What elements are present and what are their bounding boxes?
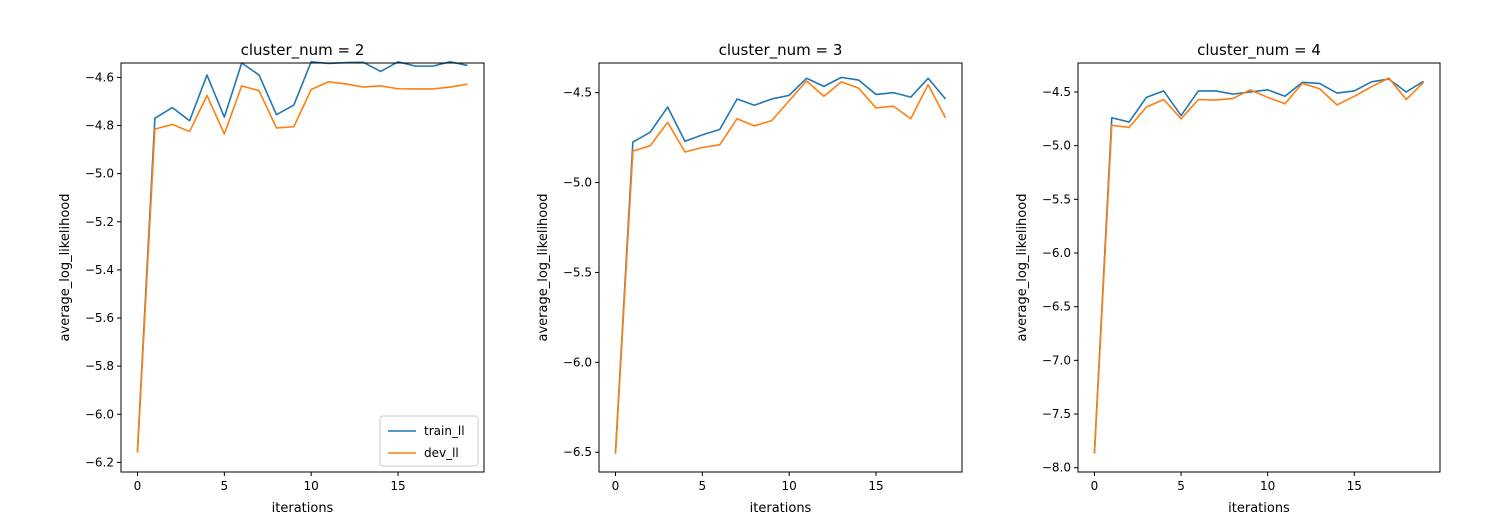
y-tick-label: −4.8 [85,119,114,133]
y-tick-label: −5.2 [85,215,114,229]
y-axis-label: average_log_likelihood [58,194,73,342]
series-line-train-ll [136,60,468,451]
y-tick-label: −6.2 [85,455,114,469]
chart-title: cluster_num = 3 [719,41,843,60]
x-tick-label: 15 [390,479,405,493]
y-tick-label: −4.6 [85,70,114,84]
y-tick-label: −5.0 [1042,139,1071,153]
y-tick-label: −8.0 [1042,461,1071,475]
x-tick-label: 5 [1177,479,1185,493]
x-tick-label: 0 [612,479,620,493]
x-tick-label: 0 [134,479,142,493]
y-axis-label: average_log_likelihood [536,194,551,342]
y-tick-label: −5.6 [85,311,114,325]
y-tick-label: −5.8 [85,359,114,373]
chart-title: cluster_num = 4 [1197,41,1321,60]
series-line-train-ll [1093,78,1424,453]
x-axis-label: iterations [272,501,334,516]
x-tick-label: 15 [1347,479,1362,493]
x-axis-label: iterations [1228,501,1290,516]
series-line-dev-ll [1093,77,1425,454]
y-tick-label: −5.0 [85,167,114,181]
y-tick-label: −5.0 [563,176,592,190]
x-tick-label: 10 [782,479,797,493]
y-tick-label: −7.5 [1042,407,1071,421]
y-tick-label: −4.5 [563,86,592,100]
x-tick-label: 10 [1260,479,1275,493]
x-tick-label: 10 [304,479,319,493]
legend-label: dev_ll [424,446,459,460]
x-tick-label: 5 [699,479,707,493]
series-line-dev-ll [136,80,468,453]
x-tick-label: 15 [868,479,883,493]
x-axis-label: iterations [750,501,812,516]
y-tick-label: −7.0 [1042,353,1071,367]
y-tick-label: −6.5 [563,445,592,459]
y-tick-label: −6.5 [1042,300,1071,314]
series-line-dev-ll [614,80,947,455]
x-tick-label: 5 [221,479,229,493]
y-tick-label: −5.4 [85,263,114,277]
y-tick-label: −6.0 [563,355,592,369]
y-tick-label: −4.5 [1042,85,1071,99]
y-tick-label: −5.5 [1042,192,1071,206]
chart-title: cluster_num = 2 [241,41,365,60]
y-tick-label: −6.0 [85,407,114,421]
series-line-train-ll [614,76,947,453]
plot-frame-1 [120,62,485,473]
plot-frame-3 [1077,62,1441,473]
x-tick-label: 0 [1091,479,1099,493]
y-tick-label: −5.5 [563,265,592,279]
plot-frame-2 [598,62,963,473]
y-tick-label: −6.0 [1042,246,1071,260]
legend-label: train_ll [424,424,465,438]
y-axis-label: average_log_likelihood [1015,194,1030,342]
